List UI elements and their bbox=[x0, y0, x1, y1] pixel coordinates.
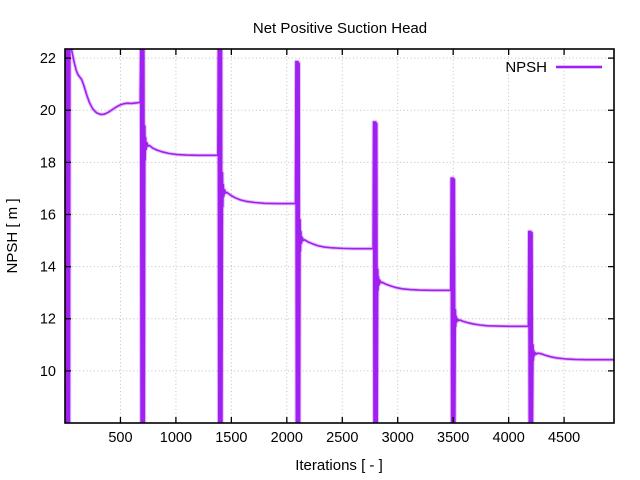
x-tick-label: 2500 bbox=[326, 430, 358, 446]
x-tick-label: 1500 bbox=[215, 430, 247, 446]
y-tick-label: 22 bbox=[40, 51, 56, 67]
y-tick-label: 16 bbox=[40, 207, 56, 223]
plot-frame bbox=[64, 48, 615, 424]
legend: NPSH bbox=[505, 59, 602, 76]
y-tick-label: 10 bbox=[40, 364, 56, 380]
x-axis-label: Iterations [ - ] bbox=[295, 457, 383, 474]
chart-title: Net Positive Suction Head bbox=[253, 20, 427, 37]
y-tick-label: 20 bbox=[40, 103, 56, 119]
npsh-curve bbox=[65, 49, 614, 423]
x-tick-label: 3000 bbox=[382, 430, 414, 446]
y-tick-label: 14 bbox=[40, 260, 56, 276]
x-tick-label: 1000 bbox=[160, 430, 192, 446]
series-layer bbox=[65, 49, 614, 423]
x-tick-label: 4500 bbox=[548, 430, 580, 446]
legend-label: NPSH bbox=[505, 59, 547, 76]
plot-border bbox=[64, 48, 615, 424]
x-tick-label: 4000 bbox=[493, 430, 525, 446]
grid-layer bbox=[65, 49, 614, 423]
x-tick-label: 3500 bbox=[437, 430, 469, 446]
x-tick-label: 2000 bbox=[271, 430, 303, 446]
y-axis-label: NPSH [ m ] bbox=[4, 198, 21, 273]
y-tick-label: 18 bbox=[40, 155, 56, 171]
tick-marks bbox=[65, 49, 614, 423]
y-tick-label: 12 bbox=[40, 312, 56, 328]
x-tick-label: 500 bbox=[108, 430, 132, 446]
tick-labels: 500 1000 1500 2000 2500 3000 3500 4000 4500 10 12 1… bbox=[40, 51, 580, 446]
